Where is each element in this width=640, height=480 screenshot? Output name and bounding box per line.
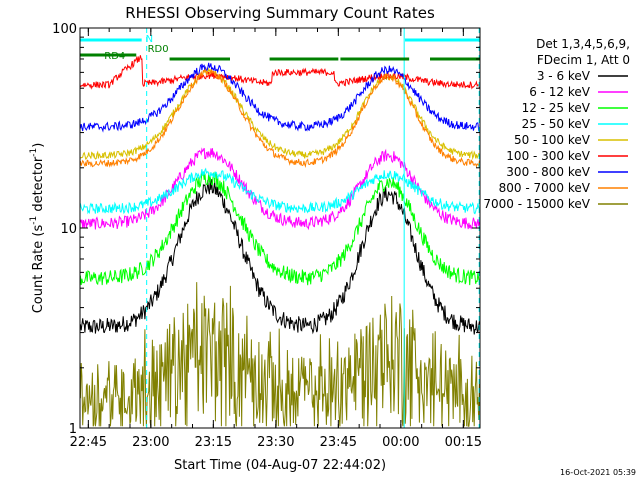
chart-title: RHESSI Observing Summary Count Rates: [125, 4, 435, 22]
y-tick-label-3: 100: [52, 22, 77, 37]
x-tick-label-2: 23:00: [132, 435, 169, 450]
y-axis-label-sup1: -1: [29, 216, 39, 225]
legend-label-6: 100 - 300 keV: [506, 149, 590, 163]
legend: 3 - 6 keV 6 - 12 keV 12 - 25 keV 25 - 50 ke…: [483, 69, 628, 211]
x-tick-label-6: 00:00: [382, 435, 419, 450]
legend-label-5: 50 - 100 keV: [514, 133, 591, 147]
x-axis-label: Start Time (04-Aug-07 22:44:02): [174, 458, 386, 473]
y-axis-label-sup2: -1: [29, 148, 39, 157]
y-tick-label-2: 10: [60, 222, 77, 237]
y-axis-label-main: Count Rate (s: [31, 225, 46, 314]
legend-label-4: 25 - 50 keV: [522, 117, 591, 131]
y-axis-label: Count Rate (s-1 detector-1): [29, 143, 46, 314]
y-axis-label-mid: detector: [31, 156, 46, 216]
x-tick-label-7: 00:15: [445, 435, 482, 450]
legend-header-line-1: Det 1,3,4,5,6,9,: [536, 37, 630, 51]
flag-rd4-label: RD4: [104, 51, 125, 62]
y-axis-label-end: ): [31, 143, 46, 148]
legend-label-7: 300 - 800 keV: [506, 165, 590, 179]
flag-rd0-label: RD0: [148, 44, 169, 55]
legend-label-2: 6 - 12 keV: [529, 85, 591, 99]
footer-timestamp: 16-Oct-2021 05:39: [560, 468, 636, 477]
flag-n-label: N: [146, 34, 153, 45]
legend-label-9: 7000 - 15000 keV: [483, 197, 590, 211]
legend-label-8: 800 - 7000 keV: [499, 181, 591, 195]
axis-layer: 22:45 23:00 23:15 23:30 23:45 00:00 00:15 1 10 10…: [52, 22, 482, 450]
legend-label-1: 3 - 6 keV: [537, 69, 591, 83]
y-tick-label-1: 1: [69, 422, 77, 437]
x-tick-label-1: 22:45: [70, 435, 107, 450]
legend-label-3: 12 - 25 keV: [522, 101, 591, 115]
series-line-8: [79, 67, 480, 169]
legend-header-line-2: FDecim 1, Att 0: [537, 53, 630, 67]
x-tick-label-5: 23:45: [320, 435, 357, 450]
x-tick-label-4: 23:30: [257, 435, 294, 450]
series-line-2: [79, 147, 480, 231]
x-tick-label-3: 23:15: [195, 435, 232, 450]
